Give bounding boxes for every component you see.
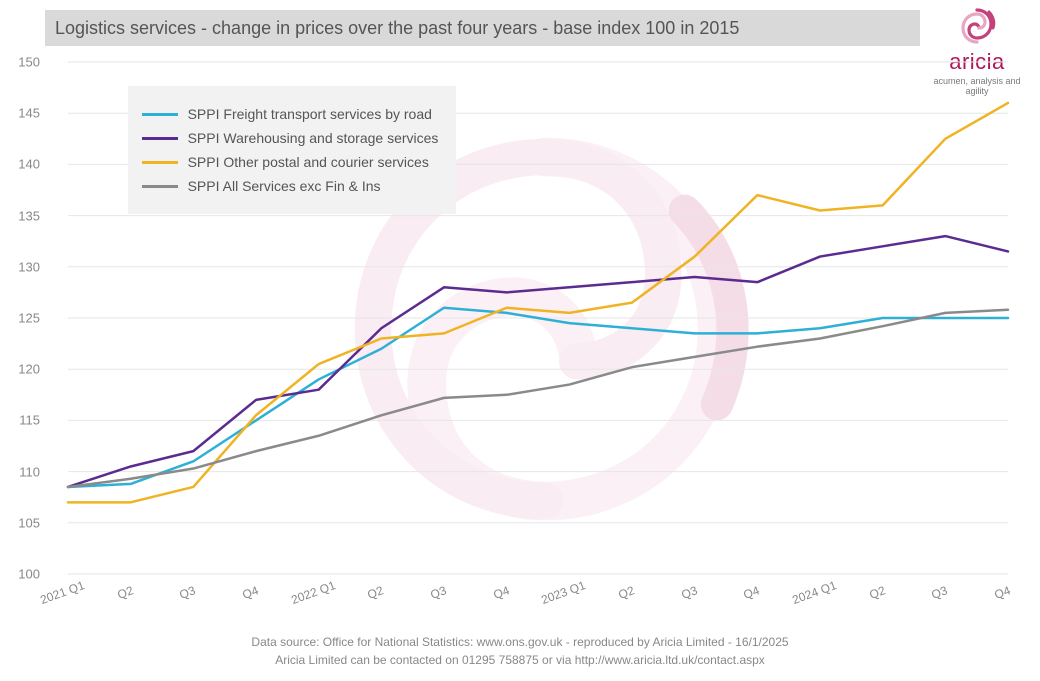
legend-item: SPPI Freight transport services by road (142, 106, 439, 122)
y-tick-label: 100 (10, 567, 40, 582)
legend: SPPI Freight transport services by road S… (128, 86, 457, 214)
y-tick-label: 120 (10, 362, 40, 377)
chart-container: Logistics services - change in prices ov… (0, 0, 1040, 681)
legend-label: SPPI Freight transport services by road (188, 106, 432, 122)
chart-title-bar: Logistics services - change in prices ov… (45, 10, 920, 46)
legend-item: SPPI Warehousing and storage services (142, 130, 439, 146)
y-tick-label: 115 (10, 413, 40, 428)
swirl-icon (955, 4, 999, 48)
y-tick-label: 140 (10, 157, 40, 172)
y-tick-label: 150 (10, 55, 40, 70)
legend-swatch (142, 113, 178, 116)
chart-area: SPPI Freight transport services by road S… (0, 54, 1040, 614)
y-tick-label: 135 (10, 208, 40, 223)
legend-item: SPPI Other postal and courier services (142, 154, 439, 170)
y-tick-label: 110 (10, 464, 40, 479)
chart-footer: Data source: Office for National Statist… (0, 633, 1040, 669)
legend-label: SPPI Warehousing and storage services (188, 130, 439, 146)
legend-swatch (142, 137, 178, 140)
chart-title: Logistics services - change in prices ov… (55, 18, 739, 39)
y-tick-label: 145 (10, 106, 40, 121)
plot-region: SPPI Freight transport services by road S… (50, 54, 1020, 594)
legend-label: SPPI Other postal and courier services (188, 154, 429, 170)
footer-line-2: Aricia Limited can be contacted on 01295… (0, 651, 1040, 669)
legend-item: SPPI All Services exc Fin & Ins (142, 178, 439, 194)
y-tick-label: 130 (10, 259, 40, 274)
legend-swatch (142, 185, 178, 188)
legend-swatch (142, 161, 178, 164)
y-tick-label: 125 (10, 311, 40, 326)
footer-line-1: Data source: Office for National Statist… (0, 633, 1040, 651)
y-tick-label: 105 (10, 515, 40, 530)
legend-label: SPPI All Services exc Fin & Ins (188, 178, 381, 194)
